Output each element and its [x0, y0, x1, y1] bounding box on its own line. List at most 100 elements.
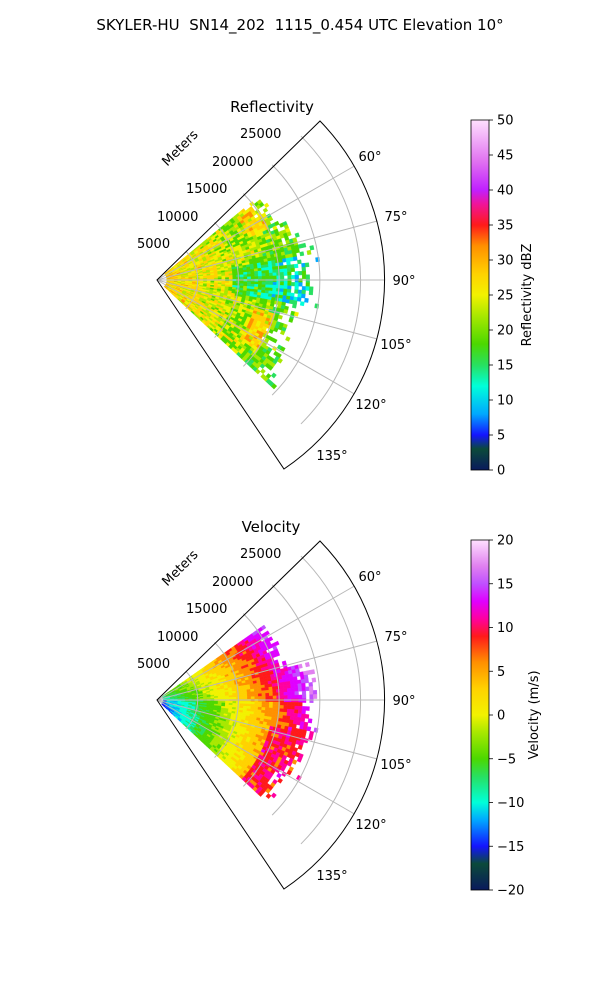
velocity-range-gate: [265, 793, 272, 800]
velocity-radial-axis-label: Meters: [160, 547, 202, 589]
velocity-range-gate: [275, 708, 281, 713]
velocity-range-gate: [304, 678, 309, 684]
velocity-range-gate: [297, 713, 302, 718]
reflectivity-range-gate: [254, 273, 259, 277]
reflectivity-range-gate: [221, 277, 226, 280]
velocity-range-gate: [250, 696, 255, 700]
reflectivity-range-gate: [257, 270, 263, 275]
velocity-range-gate: [254, 704, 259, 708]
reflectivity-range-gate: [294, 289, 299, 294]
velocity-range-tick-5000: 5000: [137, 657, 170, 672]
reflectivity-range-gate: [243, 281, 248, 285]
reflectivity-range-gate: [286, 268, 292, 273]
velocity-range-gate: [291, 702, 296, 707]
velocity-range-gate: [265, 704, 270, 709]
velocity-range-gate: [214, 697, 219, 700]
reflectivity-range-gate: [280, 346, 286, 352]
reflectivity-range-gate: [260, 368, 266, 375]
velocity-range-gate: [254, 701, 259, 705]
reflectivity-range-gate: [272, 284, 277, 289]
reflectivity-range-gate: [273, 327, 279, 333]
reflectivity-range-gate: [250, 273, 255, 277]
reflectivity-angle-tick-75: 75°: [384, 210, 407, 225]
velocity-range-gate: [294, 687, 299, 692]
reflectivity-range-gate: [283, 288, 288, 293]
velocity-range-gate: [279, 685, 284, 690]
velocity-angle-tick-105: 105°: [380, 758, 411, 773]
reflectivity-range-tick-20000: 20000: [212, 155, 253, 170]
reflectivity-range-gate: [293, 311, 299, 317]
reflectivity-colorbar-label: Reflectivity dBZ: [520, 244, 535, 347]
reflectivity-range-gate: [295, 248, 300, 254]
velocity-range-gate: [294, 702, 299, 707]
velocity-range-gate: [268, 692, 274, 697]
velocity-colorbar-tick-label: 15: [497, 577, 514, 592]
velocity-range-gate: [305, 706, 310, 711]
velocity-range-gate: [292, 676, 298, 682]
velocity-range-gate: [294, 709, 299, 714]
velocity-colorbar: 20 15 10 5 0 −5 −10 −15 −20 Velocity (m/s): [470, 534, 542, 899]
reflectivity-range-gate: [257, 284, 263, 288]
reflectivity-range-gate: [291, 274, 296, 280]
reflectivity-range-gate: [306, 249, 312, 256]
velocity-range-gate: [243, 696, 248, 700]
reflectivity-range-gate: [279, 272, 285, 276]
reflectivity-range-gate: [286, 288, 292, 294]
velocity-range-gate: [291, 759, 298, 765]
velocity-range-gate: [247, 694, 252, 698]
velocity-range-gate: [257, 693, 263, 697]
reflectivity-range-tick-25000: 25000: [240, 127, 281, 142]
reflectivity-range-gate: [283, 309, 289, 314]
velocity-range-gate: [269, 695, 274, 700]
reflectivity-colorbar-tick-label: 25: [497, 289, 514, 304]
velocity-range-gate: [257, 704, 263, 708]
reflectivity-range-gate: [297, 293, 302, 298]
reflectivity-range-gate: [301, 289, 306, 295]
velocity-colorbar-tick-label: −15: [497, 840, 524, 855]
velocity-range-gate: [298, 698, 303, 703]
reflectivity-range-gate: [254, 368, 261, 375]
velocity-range-gate: [313, 694, 318, 699]
reflectivity-range-gate: [217, 277, 222, 280]
reflectivity-range-gate: [294, 232, 300, 238]
reflectivity-range-gate: [276, 272, 281, 277]
reflectivity-range-gate: [250, 281, 255, 285]
reflectivity-range-gate: [309, 245, 315, 251]
velocity-range-gate: [294, 705, 299, 711]
reflectivity-radial-axis-label: Meters: [160, 127, 202, 169]
reflectivity-range-gate: [276, 269, 281, 273]
reflectivity-range-gate: [214, 277, 219, 280]
velocity-colorbar-tick-label: 5: [497, 665, 505, 680]
reflectivity-range-gate: [308, 290, 314, 296]
velocity-range-gate: [246, 691, 252, 695]
reflectivity-range-gate: [283, 268, 288, 273]
velocity-range-gate: [300, 679, 306, 684]
velocity-range-gate: [287, 705, 292, 710]
velocity-range-gate: [287, 702, 292, 707]
reflectivity-range-gate: [272, 272, 277, 277]
reflectivity-range-gate: [283, 285, 288, 290]
reflectivity-range-gate: [261, 270, 266, 274]
velocity-range-gate: [312, 690, 318, 695]
reflectivity-range-gate: [276, 285, 281, 289]
velocity-range-gate: [301, 706, 307, 711]
figure-title: SKYLER-HU SN14_202 1115_0.454 UTC Elevat…: [96, 16, 504, 34]
reflectivity-colorbar: 0 5 10 15 20 25 30 35 40 45 50 Reflectivity dBZ: [470, 114, 535, 479]
reflectivity-range-gate: [254, 276, 259, 280]
reflectivity-range-gate: [268, 266, 273, 271]
reflectivity-range-gate: [247, 274, 252, 278]
velocity-range-gate: [275, 685, 281, 690]
velocity-range-gate: [210, 697, 215, 700]
reflectivity-colorbar-tick-label: 35: [497, 219, 514, 234]
velocity-colorbar-label: Velocity (m/s): [527, 670, 542, 759]
reflectivity-range-gate: [261, 273, 266, 277]
reflectivity-range-gate: [294, 278, 299, 283]
velocity-field: [161, 624, 319, 800]
reflectivity-range-gate: [291, 282, 296, 287]
velocity-range-gate: [250, 691, 255, 695]
velocity-range-gate: [293, 713, 299, 718]
velocity-range-gate: [228, 695, 233, 698]
reflectivity-range-gate: [250, 276, 255, 280]
velocity-colorbar-tick-label: −10: [497, 796, 524, 811]
reflectivity-polar-grid: [156, 135, 385, 425]
